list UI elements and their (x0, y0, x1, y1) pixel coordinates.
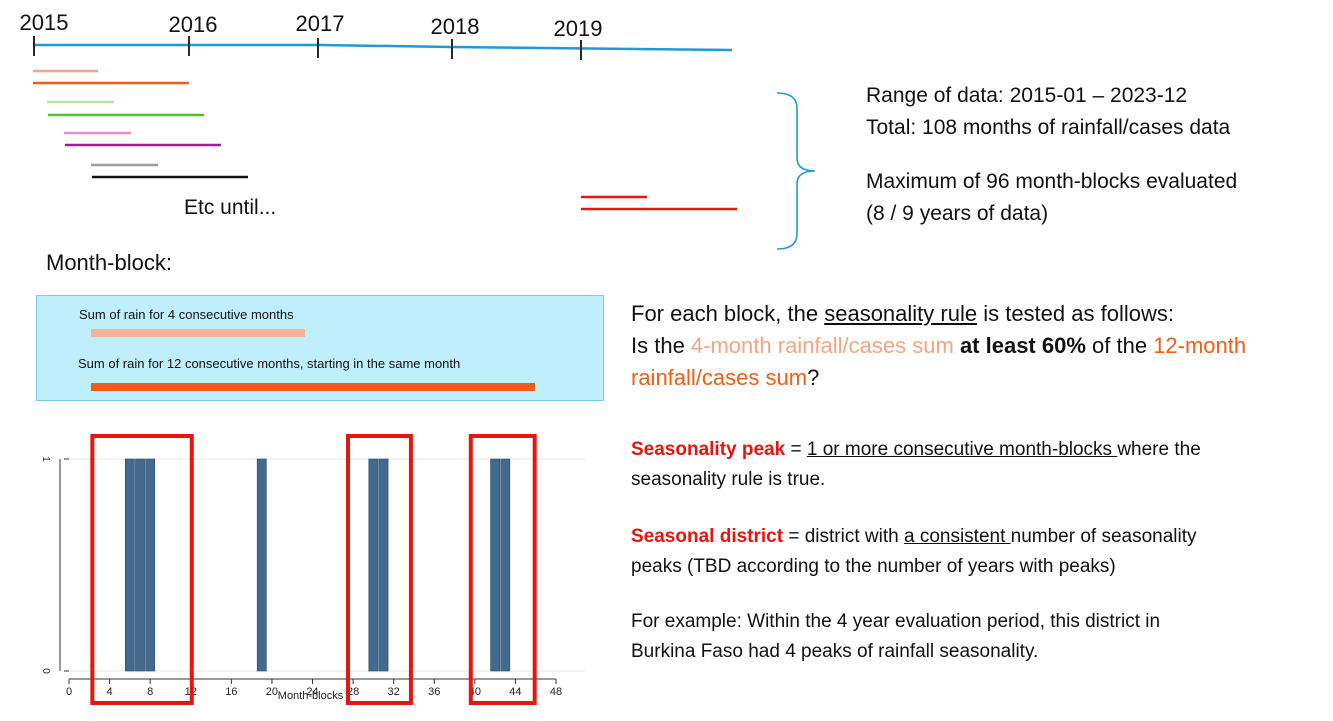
chart-bar (368, 458, 379, 672)
month-block-heading: Month-block: (46, 250, 172, 275)
sum4-bar (91, 329, 305, 337)
seasonality-rule: For each block, the seasonality rule is … (631, 298, 1331, 394)
range-text: Range of data: 2015-01 – 2023-12 (866, 84, 1188, 107)
rule-intro-b: is tested as follows: (977, 301, 1174, 326)
chart-y-tick-label: 0 (40, 668, 51, 674)
chart-axes: 010 4 8 12 16 20 24 28 32 36 40 44 48 (40, 456, 562, 698)
rule-q-end: ? (807, 365, 820, 390)
chart-x-tick-label: 36 (428, 686, 440, 698)
peak-highlight-box (468, 434, 537, 705)
chart-bars (125, 458, 511, 672)
max-text-line1: Maximum of 96 month-blocks evaluated (866, 170, 1238, 193)
example-text: For example: Within the 4 year evaluatio… (631, 607, 1331, 667)
peak-highlight-box (90, 434, 194, 705)
rule-q-c: of the (1085, 333, 1154, 358)
timeline-bars (33, 69, 737, 211)
chart-peak-highlights (90, 434, 537, 705)
rule-q-a: Is the (631, 333, 691, 358)
total-text: Total: 108 months of rainfall/cases data (866, 116, 1231, 139)
peak-definition: Seasonality peak = 1 or more consecutive… (631, 435, 1331, 495)
chart-x-axis-label: Month-blocks (278, 690, 344, 702)
timeline-year-2016: 2016 (169, 12, 218, 37)
district-def-a: = district with (783, 526, 904, 547)
rule-intro-a: For each block, the (631, 301, 825, 326)
rule-12month-a: 12-month (1153, 333, 1247, 358)
timeline-line (33, 43, 733, 52)
peak-def-line2: seasonality rule is true. (631, 469, 826, 490)
data-info: Range of data: 2015-01 – 2023-12 Total: … (866, 80, 1326, 230)
example-line1: For example: Within the 4 year evaluatio… (631, 611, 1161, 632)
chart-x-tick-label: 44 (509, 686, 521, 698)
district-def-underlined: a consistent (903, 526, 1011, 547)
chart-x-tick-label: 4 (107, 686, 113, 698)
timeline-axis (33, 36, 733, 60)
timeline: 2015 2016 2017 2018 2019 (20, 10, 737, 211)
max-text-line2: (8 / 9 years of data) (866, 202, 1049, 225)
timeline-year-labels: 2015 2016 2017 2018 2019 (20, 10, 603, 41)
rule-12month-b: rainfall/cases sum (631, 365, 808, 390)
rule-threshold: at least 60% (959, 333, 1086, 358)
peak-eq: = (785, 439, 807, 460)
chart-bar (145, 458, 156, 672)
chart-x-tick-label: 28 (347, 686, 359, 698)
chart-x-tick-label: 20 (266, 686, 278, 698)
chart-bar (490, 458, 500, 672)
chart-bar (135, 458, 145, 672)
timeline-year-2018: 2018 (431, 14, 480, 39)
sum4-label: Sum of rain for 4 consecutive months (79, 307, 294, 322)
chart-x-tick-label: 8 (147, 686, 153, 698)
chart-x-tick-label: 32 (388, 686, 400, 698)
peak-term: Seasonality peak (631, 439, 786, 460)
chart-x-tick-label: 16 (225, 686, 237, 698)
district-term: Seasonal district (631, 526, 784, 547)
chart-x-tick-label: 24 (306, 686, 318, 698)
timeline-year-2015: 2015 (20, 10, 69, 35)
etc-label: Etc until... (184, 196, 277, 219)
chart-bar (500, 458, 511, 672)
rule-4month: 4-month rainfall/cases sum (690, 333, 954, 358)
sum12-bar (91, 383, 535, 391)
peak-def-rest: where the (1117, 439, 1201, 460)
peak-def-underlined: 1 or more consecutive month-blocks (806, 439, 1118, 460)
district-definition: Seasonal district = district with a cons… (631, 522, 1331, 582)
district-def-b: number of seasonality (1010, 526, 1197, 547)
timeline-year-2017: 2017 (296, 11, 345, 36)
chart-bar (256, 458, 267, 672)
chart-y-tick-label: 1 (40, 456, 51, 462)
brace-icon (776, 92, 816, 250)
district-def-line2: peaks (TBD according to the number of ye… (631, 556, 1116, 577)
chart-x-tick-label: 48 (550, 686, 562, 698)
seasonality-rule-term: seasonality rule (824, 301, 978, 326)
chart-bar (125, 458, 135, 672)
timeline-year-2019: 2019 (554, 16, 603, 41)
chart-bar (378, 458, 389, 672)
example-line2: Burkina Faso had 4 peaks of rainfall sea… (631, 641, 1039, 662)
seasonality-bar-chart: 010 4 8 12 16 20 24 28 32 36 40 44 48 Month-blocks (40, 434, 585, 705)
chart-x-tick-label: 0 (66, 686, 72, 698)
peak-highlight-box (346, 434, 413, 705)
sum12-label: Sum of rain for 12 consecutive months, s… (78, 356, 461, 371)
month-block-legend: Sum of rain for 4 consecutive months Sum… (36, 295, 604, 401)
